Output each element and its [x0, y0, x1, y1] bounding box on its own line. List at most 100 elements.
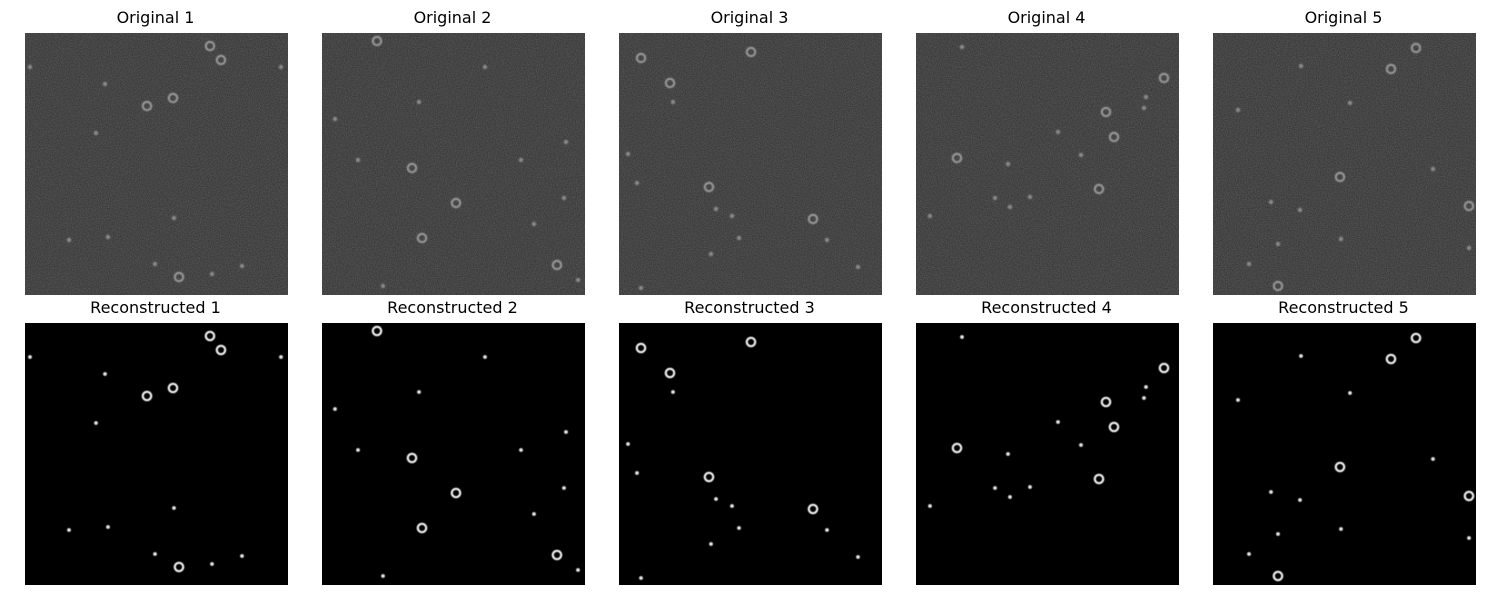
dot-particle: [563, 139, 569, 145]
ring-particle: [551, 549, 563, 561]
original-3-image: [619, 33, 882, 295]
reconstructed-5-title: Reconstructed 5: [1278, 298, 1409, 317]
dot-particle: [105, 234, 111, 240]
ring-particle: [371, 325, 383, 337]
original-5-title: Original 5: [1304, 8, 1383, 27]
ring-particle: [1108, 131, 1120, 143]
dot-particle: [1298, 498, 1302, 502]
dot-particle: [1339, 527, 1343, 531]
dot-particle: [638, 285, 644, 291]
reconstructed-1-field: [25, 323, 288, 585]
dot-particle: [575, 277, 581, 283]
reconstructed-4-title: Reconstructed 4: [981, 298, 1112, 317]
dot-particle: [28, 355, 32, 359]
original-4-title: Original 4: [1007, 8, 1086, 27]
ring-particle: [141, 100, 153, 112]
ring-particle: [745, 336, 757, 348]
dot-particle: [959, 44, 965, 50]
dot-particle: [1236, 398, 1240, 402]
ring-particle: [416, 522, 428, 534]
ring-particle: [1100, 106, 1112, 118]
dot-particle: [153, 552, 157, 556]
ring-particle: [703, 471, 715, 483]
dot-particle: [483, 355, 487, 359]
ring-particle: [1463, 200, 1475, 212]
dot-particle: [855, 264, 861, 270]
dot-particle: [417, 390, 421, 394]
ring-particle: [406, 452, 418, 464]
dot-particle: [1056, 420, 1060, 424]
dot-particle: [67, 528, 71, 532]
original-5-field: [1213, 33, 1476, 295]
dot-particle: [625, 151, 631, 157]
ring-particle: [1272, 280, 1284, 292]
ring-particle: [664, 367, 676, 379]
reconstructed-3-field: [619, 323, 882, 585]
dot-particle: [635, 471, 639, 475]
dot-particle: [634, 180, 640, 186]
dot-particle: [1079, 443, 1083, 447]
dot-particle: [708, 251, 714, 257]
dot-particle: [1246, 261, 1252, 267]
ring-particle: [141, 390, 153, 402]
dot-particle: [239, 263, 245, 269]
ring-particle: [1100, 396, 1112, 408]
original-3-title: Original 3: [710, 8, 789, 27]
reconstructed-1-image: [25, 323, 288, 585]
reconstructed-5-field: [1213, 323, 1476, 585]
ring-particle: [635, 342, 647, 354]
dot-particle: [1235, 107, 1241, 113]
ring-particle: [1158, 72, 1170, 84]
dot-particle: [1276, 532, 1280, 536]
dot-particle: [103, 372, 107, 376]
ring-particle: [664, 77, 676, 89]
dot-particle: [825, 528, 829, 532]
dot-particle: [332, 116, 338, 122]
dot-particle: [1430, 166, 1436, 172]
dot-particle: [671, 390, 675, 394]
dot-particle: [152, 261, 158, 267]
original-3-field: [619, 33, 882, 295]
original-5-image: [1213, 33, 1476, 295]
dot-particle: [714, 497, 718, 501]
ring-particle: [1158, 362, 1170, 374]
reconstructed-4-field: [916, 323, 1179, 585]
ring-particle: [635, 52, 647, 64]
reconstructed-1-title: Reconstructed 1: [90, 298, 221, 317]
dot-particle: [1467, 536, 1471, 540]
dot-particle: [564, 430, 568, 434]
dot-particle: [333, 407, 337, 411]
dot-particle: [927, 213, 933, 219]
dot-particle: [1299, 354, 1303, 358]
dot-particle: [1028, 485, 1032, 489]
dot-particle: [1144, 385, 1148, 389]
ring-particle: [807, 503, 819, 515]
ring-particle: [1410, 42, 1422, 54]
dot-particle: [1055, 129, 1061, 135]
dot-particle: [94, 421, 98, 425]
dot-particle: [736, 235, 742, 241]
dot-particle: [993, 486, 997, 490]
dot-particle: [992, 195, 998, 201]
dot-particle: [1078, 152, 1084, 158]
ring-particle: [551, 259, 563, 271]
reconstructed-3-image: [619, 323, 882, 585]
ring-particle: [416, 232, 428, 244]
dot-particle: [172, 506, 176, 510]
dot-particle: [639, 576, 643, 580]
dot-particle: [626, 442, 630, 446]
original-1-field: [25, 33, 288, 295]
dot-particle: [171, 215, 177, 221]
reconstructed-5-image: [1213, 323, 1476, 585]
dot-particle: [1297, 207, 1303, 213]
dot-particle: [1005, 161, 1011, 167]
ring-particle: [1108, 421, 1120, 433]
ring-particle: [371, 35, 383, 47]
ring-particle: [1093, 473, 1105, 485]
ring-particle: [450, 197, 462, 209]
dot-particle: [1143, 94, 1149, 100]
ring-particle: [450, 487, 462, 499]
dot-particle: [240, 554, 244, 558]
dot-particle: [1275, 241, 1281, 247]
dot-particle: [1348, 391, 1352, 395]
